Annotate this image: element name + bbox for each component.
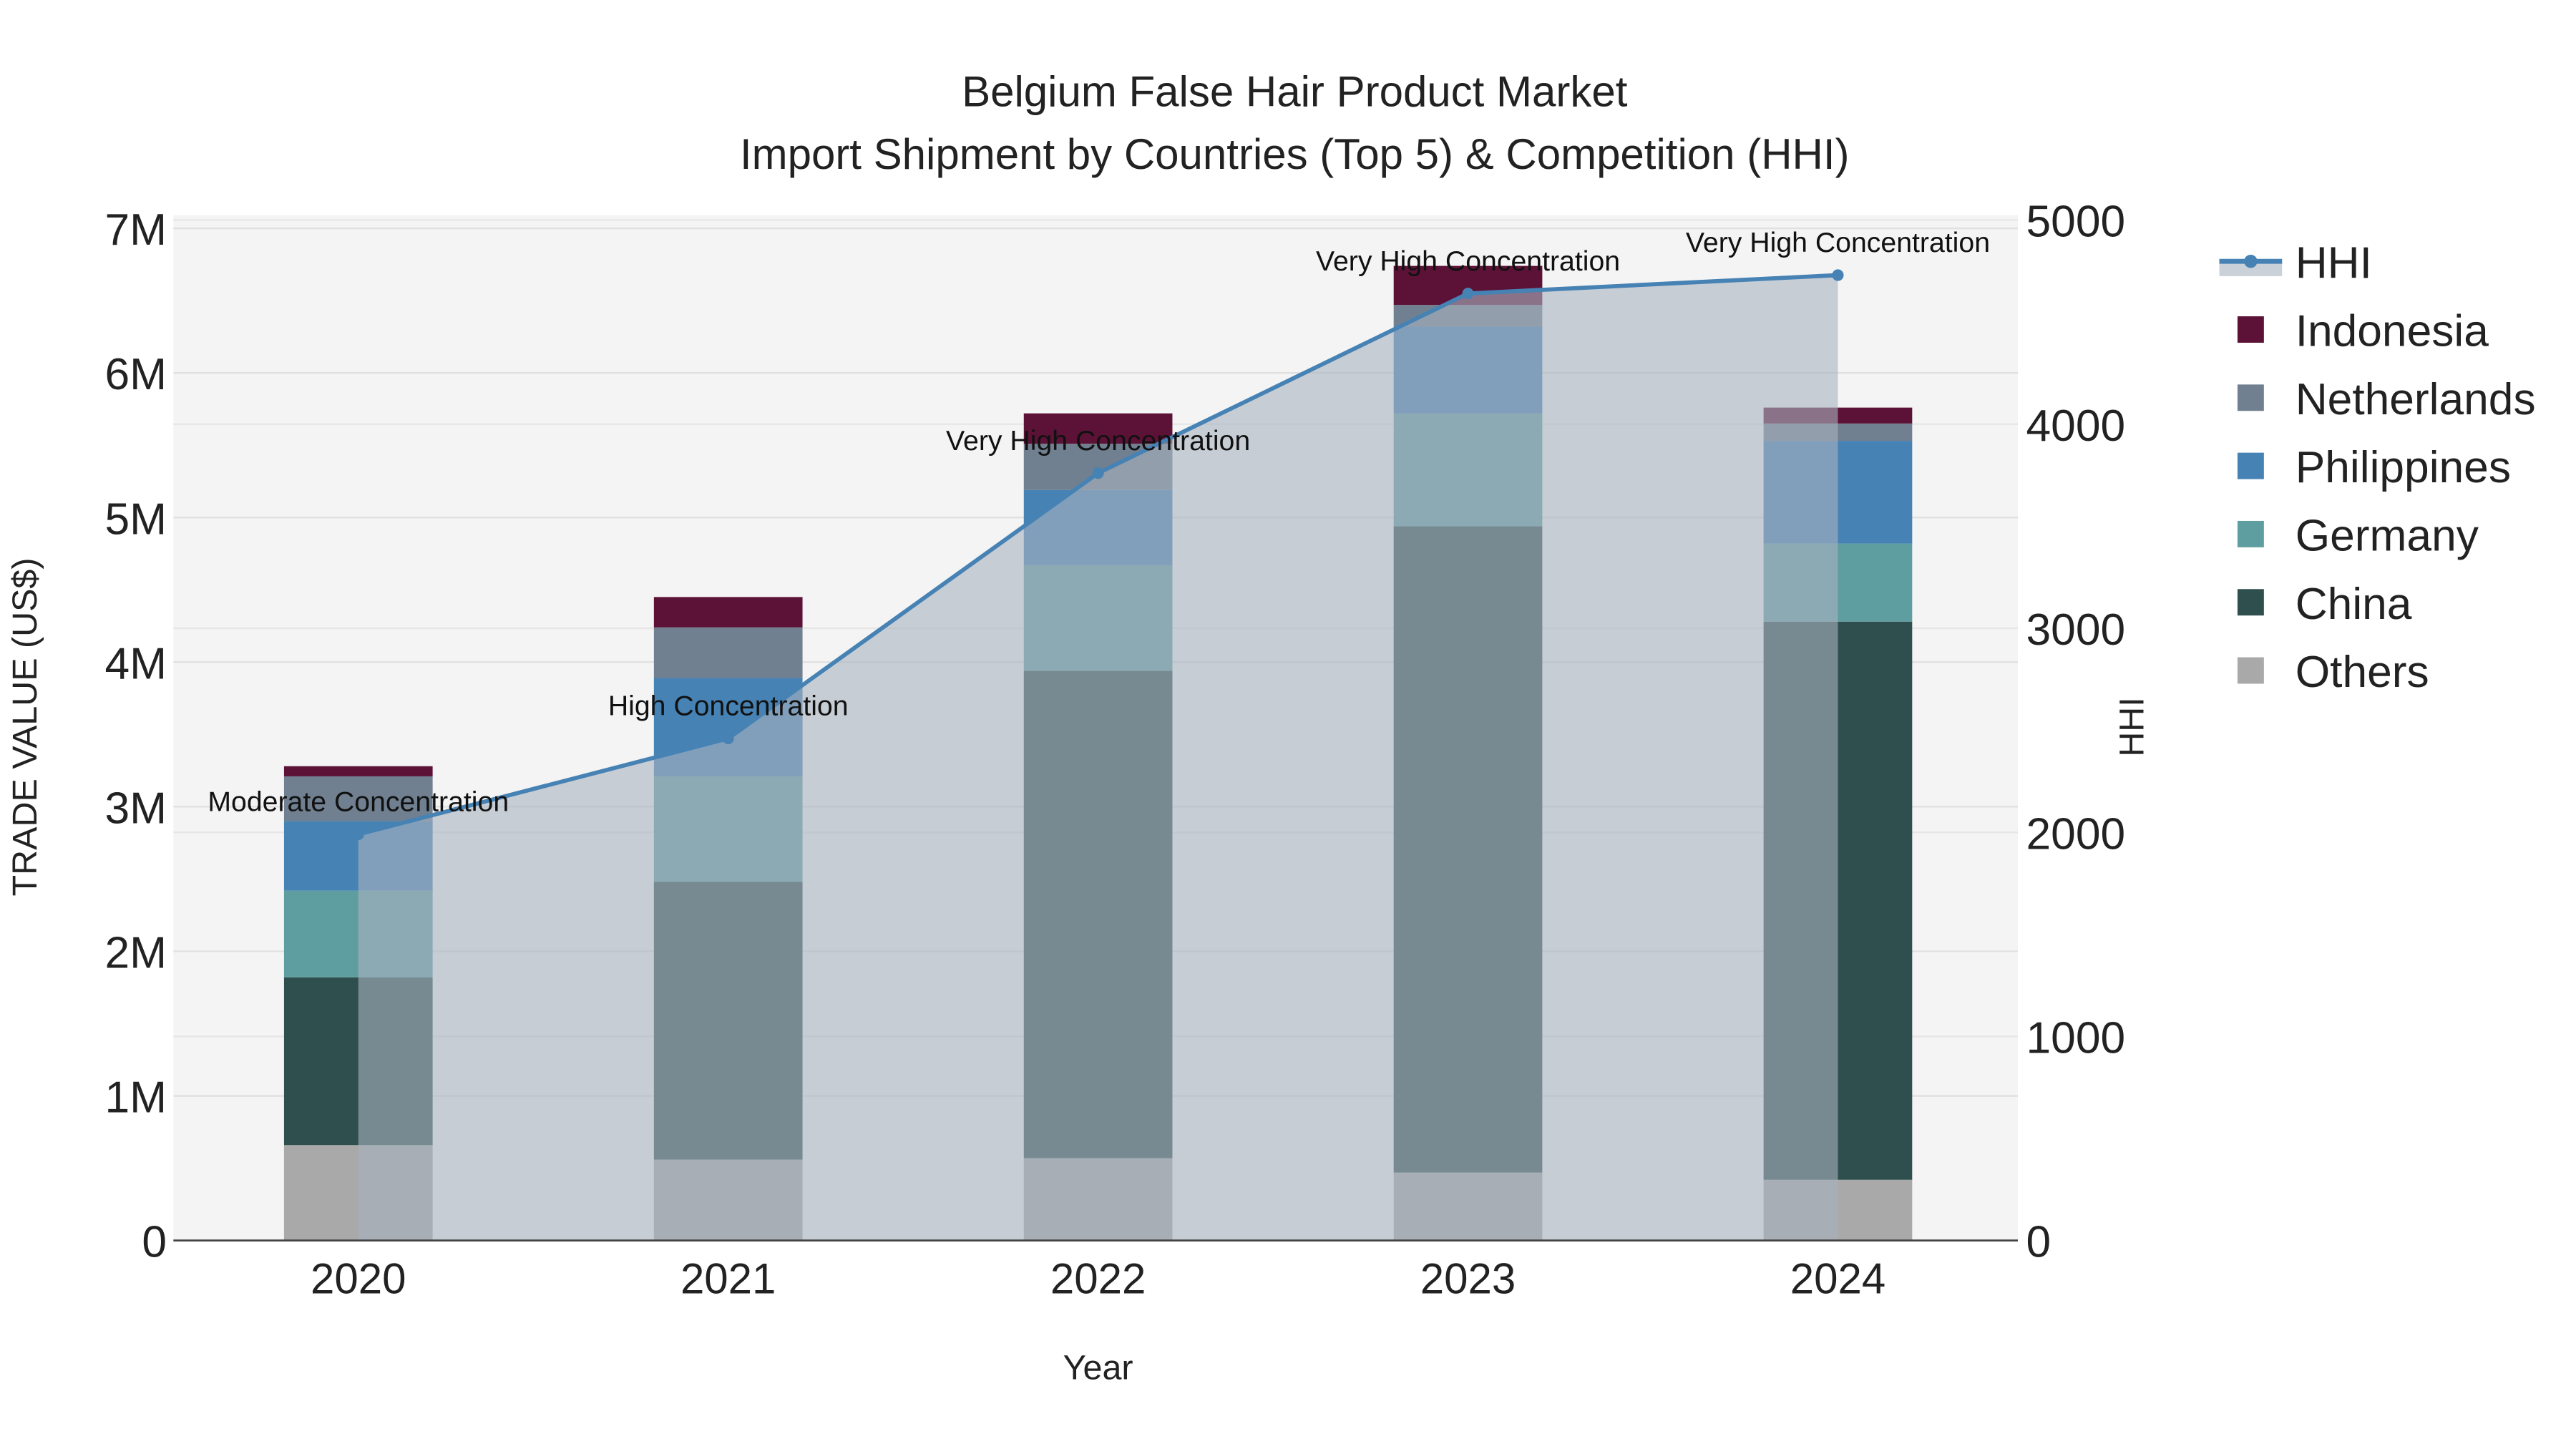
hhi-annotation: Moderate Concentration xyxy=(208,786,509,818)
bar-indonesia-2021 xyxy=(653,597,803,628)
y2-tick-label: 3000 xyxy=(2026,605,2126,655)
y2-tick-label: 4000 xyxy=(2026,401,2126,451)
y2-tick-label: 1000 xyxy=(2026,1014,2126,1063)
y-tick-label: 4M xyxy=(105,639,167,688)
legend-swatch-hhi-marker xyxy=(2244,254,2258,268)
y2-axis-label: HHI xyxy=(2112,697,2151,756)
hhi-series: Moderate Concentration High Concentration… xyxy=(208,227,1990,1241)
y-tick-label: 1M xyxy=(105,1073,167,1123)
legend-label-netherlands: Netherlands xyxy=(2296,375,2536,424)
y-tick-label: 2M xyxy=(105,929,167,978)
y-tick-label: 5M xyxy=(105,494,167,544)
chart-title: Belgium False Hair Product Market xyxy=(962,67,1628,115)
x-tick-label: 2022 xyxy=(1050,1255,1146,1303)
y2-tick-label: 0 xyxy=(2026,1218,2051,1267)
y2-tick-label: 5000 xyxy=(2026,197,2126,247)
legend-label-philippines: Philippines xyxy=(2296,443,2511,492)
hhi-annotation: Very High Concentration xyxy=(1316,245,1620,277)
hhi-point xyxy=(1092,467,1104,479)
axes: 0 1M 2M 3M 4M 5M 6M 7M 0 1000 2000 3000 4000 5000 2020… xyxy=(105,197,2126,1303)
x-axis-label: Year xyxy=(1063,1349,1133,1387)
x-tick-label: 2020 xyxy=(311,1255,406,1303)
chart-subtitle: Import Shipment by Countries (Top 5) & C… xyxy=(740,130,1850,178)
legend-swatch-netherlands xyxy=(2237,384,2264,411)
legend-swatch-others xyxy=(2237,657,2264,684)
y-tick-label: 3M xyxy=(105,784,167,833)
hhi-point xyxy=(1462,288,1474,300)
hhi-annotation: Very High Concentration xyxy=(946,425,1250,457)
hhi-area xyxy=(358,275,1838,1241)
legend-label-hhi: HHI xyxy=(2296,238,2372,288)
legend-label-indonesia: Indonesia xyxy=(2296,307,2489,356)
legend: HHI Indonesia Netherlands Philippines German… xyxy=(2219,238,2536,697)
legend-swatch-indonesia xyxy=(2237,316,2264,343)
legend-label-others: Others xyxy=(2296,648,2429,697)
x-tick-label: 2023 xyxy=(1420,1255,1516,1303)
x-tick-label: 2021 xyxy=(680,1255,776,1303)
y-tick-label: 6M xyxy=(105,350,167,399)
legend-label-china: China xyxy=(2296,580,2412,629)
legend-label-germany: Germany xyxy=(2296,512,2479,561)
bar-indonesia-2020 xyxy=(283,766,433,776)
bar-netherlands-2020 xyxy=(283,776,433,821)
hhi-point xyxy=(1832,269,1844,281)
bar-netherlands-2021 xyxy=(653,627,803,678)
hhi-point xyxy=(352,828,364,841)
y2-tick-label: 2000 xyxy=(2026,809,2126,859)
y-axis-label: TRADE VALUE (US$) xyxy=(6,557,44,896)
y-tick-label: 7M xyxy=(105,205,167,255)
legend-swatch-philippines xyxy=(2237,452,2264,479)
hhi-annotation: High Concentration xyxy=(608,691,849,722)
bar-indonesia-2022 xyxy=(1023,413,1173,444)
x-tick-label: 2024 xyxy=(1790,1255,1885,1303)
hhi-point xyxy=(722,732,734,745)
y-tick-label: 0 xyxy=(142,1218,167,1267)
legend-swatch-germany xyxy=(2237,520,2264,547)
legend-swatch-hhi-area xyxy=(2219,261,2283,276)
legend-swatch-china xyxy=(2237,589,2264,616)
hhi-annotation: Very High Concentration xyxy=(1686,227,1990,258)
